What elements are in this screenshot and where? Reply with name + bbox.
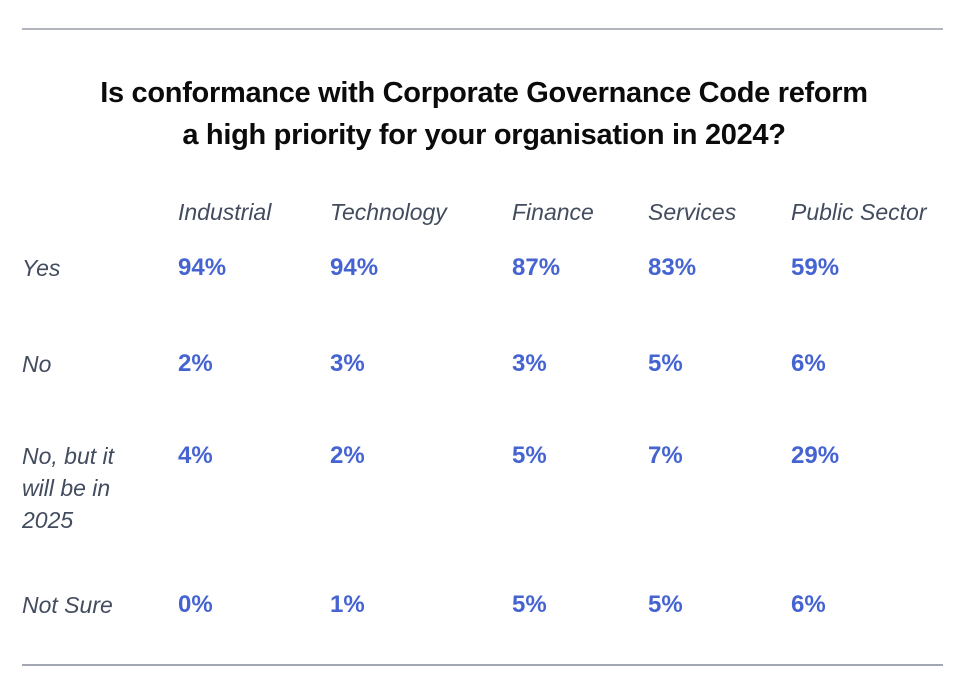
value-cell: 6% [791, 350, 826, 377]
value-cell: 94% [330, 254, 379, 281]
column-header-finance: Finance [512, 199, 594, 225]
row-label-yes: Yes [22, 255, 61, 281]
page-title-line-1: Is conformance with Corporate Governance… [100, 77, 868, 109]
page-title-line-2: a high priority for your organisation in… [182, 119, 786, 151]
value-cell: 5% [512, 591, 547, 618]
value-cell: 6% [791, 591, 826, 618]
results-table: Industrial Technology Finance Services P… [22, 190, 943, 659]
value-cell: 59% [791, 254, 840, 281]
value-cell: 4% [178, 442, 213, 469]
value-cell: 3% [330, 350, 365, 377]
column-header-technology: Technology [330, 199, 447, 225]
value-cell: 2% [178, 350, 213, 377]
page-title: Is conformance with Corporate Governance… [0, 72, 968, 156]
value-cell: 5% [648, 350, 683, 377]
value-cell: 3% [512, 350, 547, 377]
value-cell: 0% [178, 591, 213, 618]
row-label-not-sure: Not Sure [22, 592, 113, 618]
top-divider [22, 28, 943, 30]
bottom-divider [22, 664, 943, 666]
value-cell: 2% [330, 442, 365, 469]
row-label-no-but-2025: No, but it will be in 2025 [22, 443, 115, 533]
column-header-public-sector: Public Sector [791, 199, 927, 225]
value-cell: 94% [178, 254, 227, 281]
value-cell: 87% [512, 254, 561, 281]
column-header-services: Services [648, 199, 737, 225]
value-cell: 29% [791, 442, 840, 469]
row-label-no: No [22, 351, 52, 377]
value-cell: 5% [648, 591, 683, 618]
value-cell: 83% [648, 254, 697, 281]
value-cell: 5% [512, 442, 547, 469]
value-cell: 7% [648, 442, 683, 469]
value-cell: 1% [330, 591, 365, 618]
column-header-industrial: Industrial [178, 199, 272, 225]
